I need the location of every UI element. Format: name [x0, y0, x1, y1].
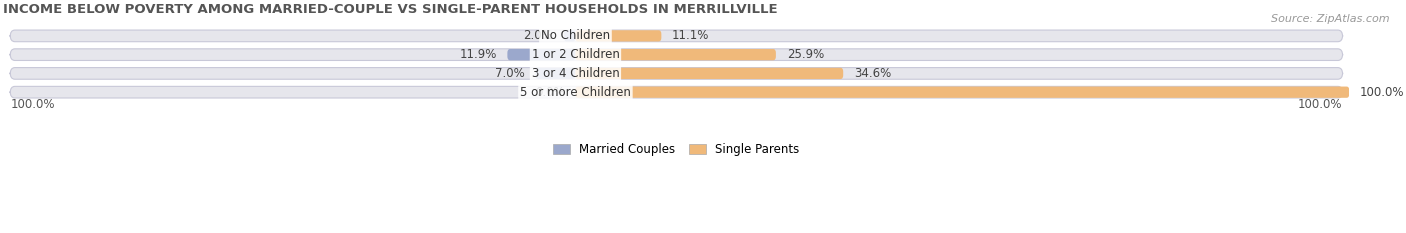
FancyBboxPatch shape — [564, 30, 575, 41]
Text: 100.0%: 100.0% — [10, 98, 55, 111]
Text: Source: ZipAtlas.com: Source: ZipAtlas.com — [1271, 14, 1389, 24]
Legend: Married Couples, Single Parents: Married Couples, Single Parents — [548, 139, 804, 161]
FancyBboxPatch shape — [575, 49, 776, 60]
FancyBboxPatch shape — [536, 68, 575, 79]
FancyBboxPatch shape — [575, 68, 844, 79]
Text: 11.9%: 11.9% — [460, 48, 496, 61]
Text: 25.9%: 25.9% — [786, 48, 824, 61]
FancyBboxPatch shape — [508, 49, 575, 60]
Text: No Children: No Children — [541, 29, 610, 42]
Text: 0.0%: 0.0% — [536, 86, 565, 99]
FancyBboxPatch shape — [10, 30, 1343, 42]
Text: 11.1%: 11.1% — [672, 29, 710, 42]
FancyBboxPatch shape — [10, 68, 1343, 79]
FancyBboxPatch shape — [575, 30, 661, 41]
Text: INCOME BELOW POVERTY AMONG MARRIED-COUPLE VS SINGLE-PARENT HOUSEHOLDS IN MERRILL: INCOME BELOW POVERTY AMONG MARRIED-COUPL… — [3, 3, 778, 17]
Text: 5 or more Children: 5 or more Children — [520, 86, 631, 99]
Text: 3 or 4 Children: 3 or 4 Children — [531, 67, 619, 80]
Text: 100.0%: 100.0% — [1298, 98, 1343, 111]
Text: 7.0%: 7.0% — [495, 67, 524, 80]
Text: 34.6%: 34.6% — [853, 67, 891, 80]
Text: 1 or 2 Children: 1 or 2 Children — [531, 48, 620, 61]
FancyBboxPatch shape — [10, 49, 1343, 61]
FancyBboxPatch shape — [10, 86, 1343, 98]
FancyBboxPatch shape — [575, 86, 1350, 98]
Text: 100.0%: 100.0% — [1360, 86, 1405, 99]
Text: 2.0%: 2.0% — [523, 29, 553, 42]
